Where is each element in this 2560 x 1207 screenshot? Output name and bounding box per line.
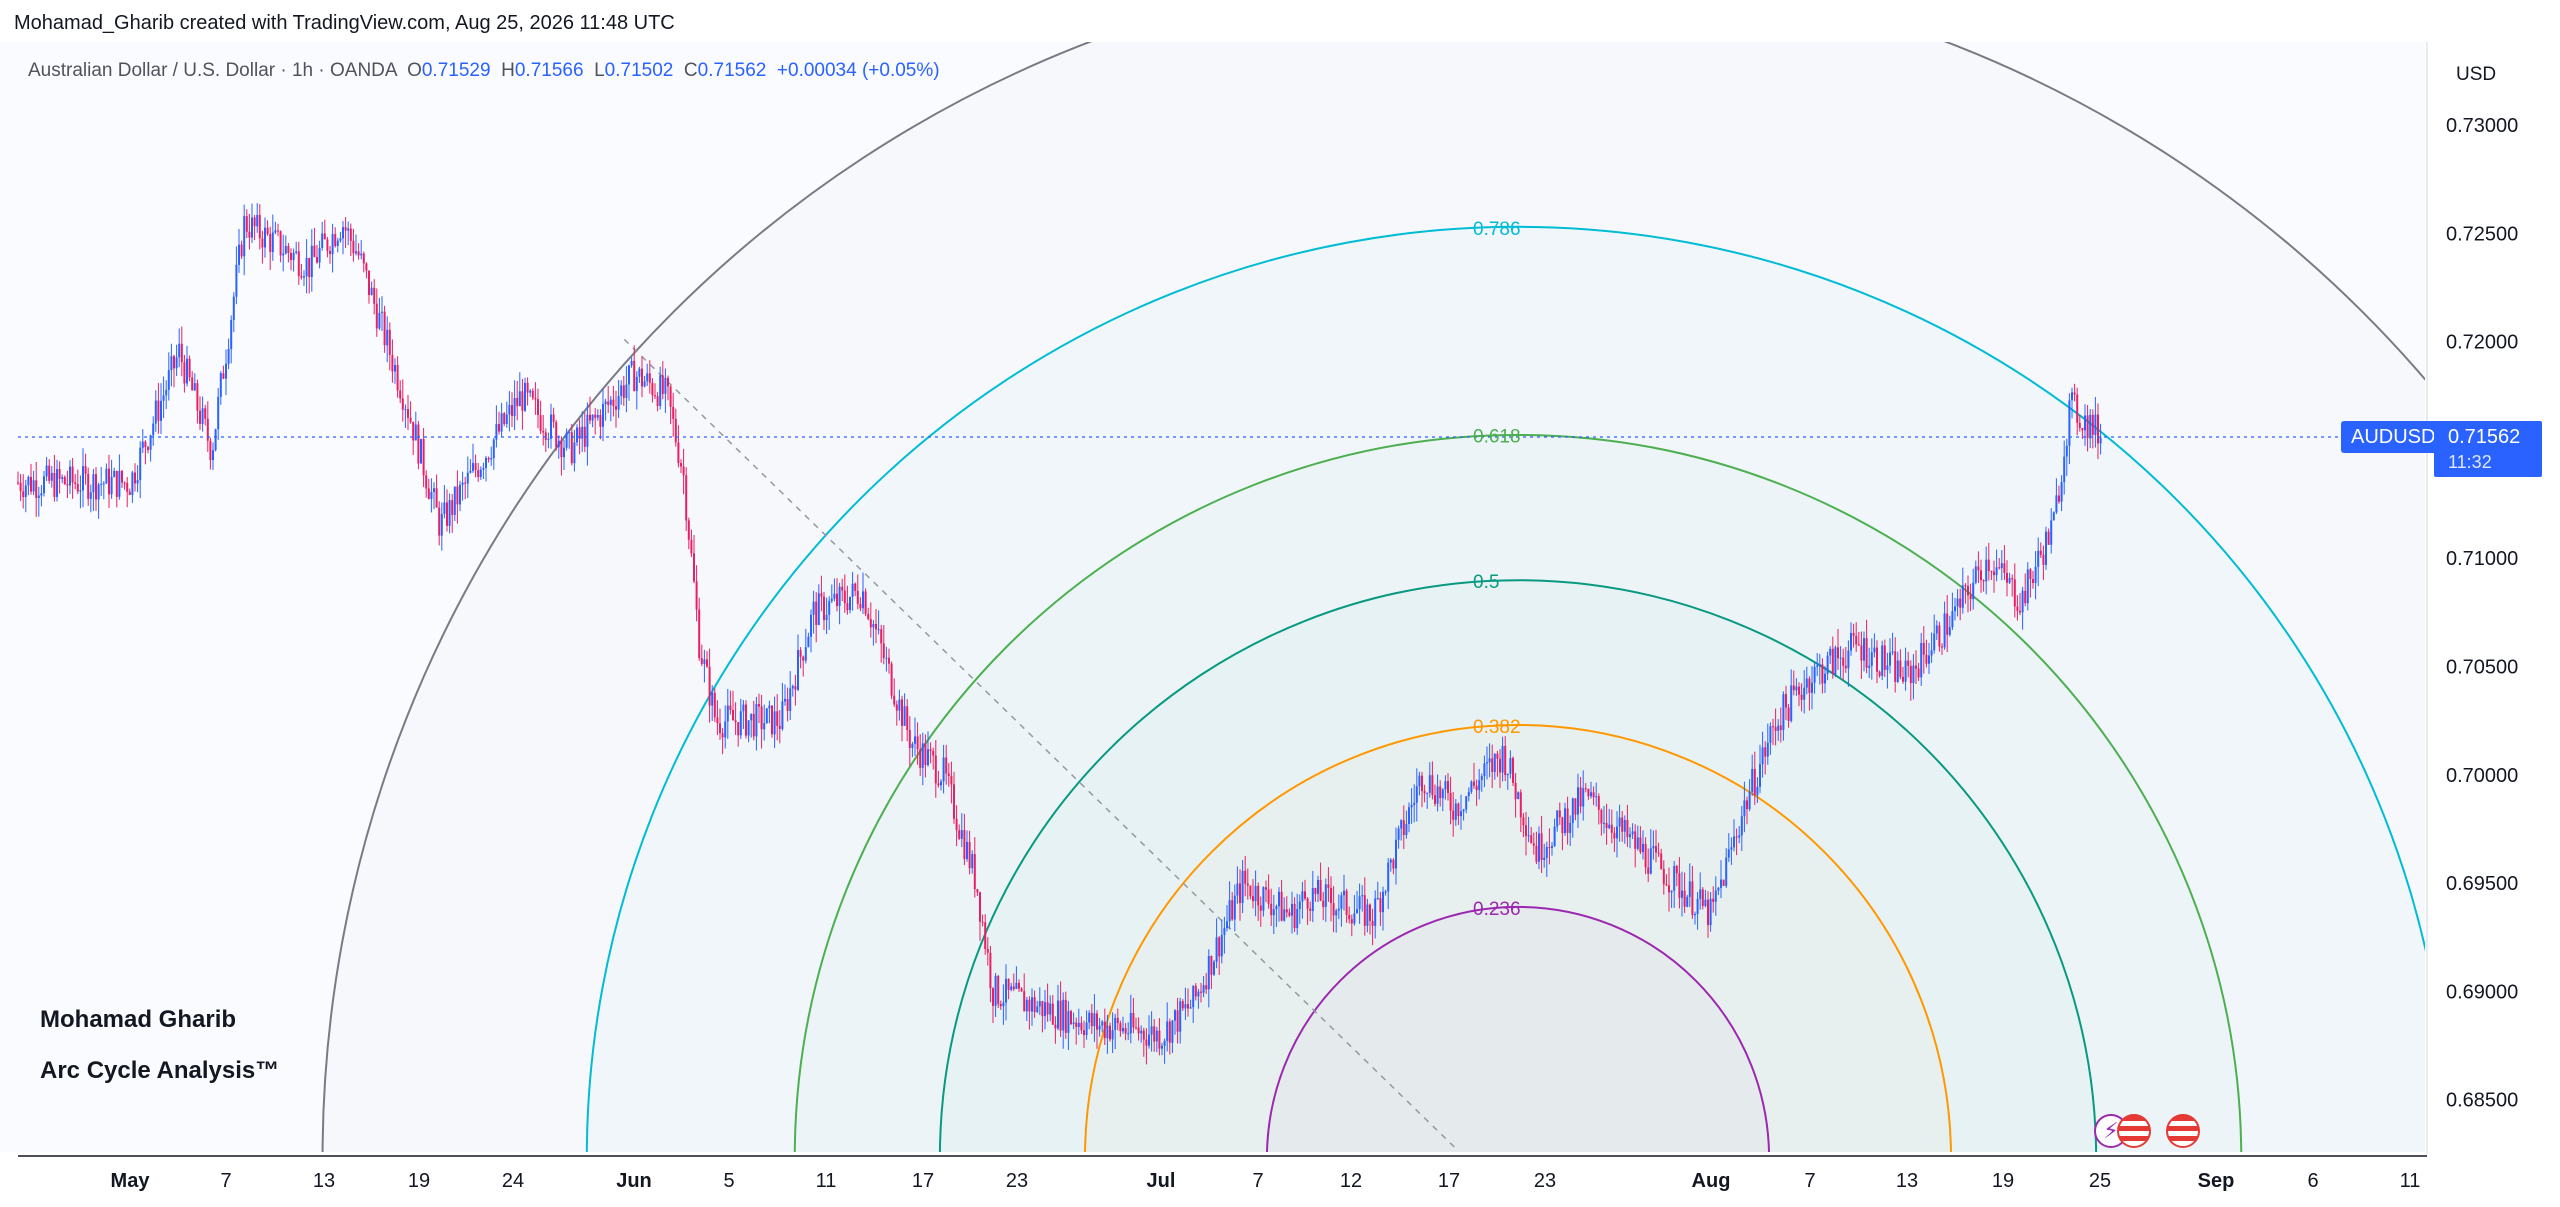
- time-tick-label: 17: [912, 1170, 934, 1192]
- open-value: 0.71529: [421, 60, 491, 81]
- time-tick-label: 23: [1534, 1170, 1556, 1192]
- change-value: +0.00034 (+0.05%): [776, 60, 940, 81]
- time-tick-label: 17: [1438, 1170, 1460, 1192]
- bar-countdown: 11:32: [2448, 452, 2492, 472]
- open-label: O: [407, 60, 422, 81]
- low-value: 0.71502: [604, 60, 674, 81]
- time-tick-label: 6: [2307, 1170, 2318, 1192]
- time-tick-label: Jul: [1147, 1170, 1176, 1192]
- close-label: C: [683, 60, 698, 81]
- time-tick-label: 7: [1252, 1170, 1263, 1192]
- candles: [17, 203, 2102, 1065]
- time-tick-label: 5: [723, 1170, 734, 1192]
- fib-arc-0-382[interactable]: [1084, 724, 1952, 1158]
- price-tick-label: 0.70000: [2446, 765, 2518, 787]
- fib-arc-0-618[interactable]: [793, 434, 2243, 1158]
- low-label: L: [594, 60, 605, 81]
- high-value: 0.71566: [514, 60, 584, 81]
- time-tick-label: 19: [1992, 1170, 2014, 1192]
- fib-arc-1[interactable]: [321, 0, 2560, 1158]
- fib-arc-label: 0.618: [1473, 427, 1521, 448]
- fib-arc-0-5[interactable]: [938, 578, 2098, 1158]
- time-scale[interactable]: May 7 13 19 24 Jun 5 11 17 23 Jul 7 12 17 23 Aug 7 13 19 25…: [111, 1170, 2421, 1192]
- price-tick-label: 0.71000: [2446, 548, 2518, 570]
- time-tick-label: Sep: [2198, 1170, 2235, 1192]
- fib-arc-0-786[interactable]: [585, 225, 2449, 1158]
- fib-arc-labels: 0.236 0.382 0.5 0.618 0.786: [1473, 219, 1521, 920]
- time-tick-label: Aug: [1692, 1170, 1731, 1192]
- fib-arc-label: 0.382: [1473, 717, 1521, 738]
- time-tick-label: 11: [2400, 1170, 2421, 1192]
- price-tick-label: 0.73000: [2446, 115, 2518, 137]
- chart-credit: Mohamad_Gharib created with TradingView.…: [14, 12, 675, 34]
- time-tick-label: May: [111, 1170, 151, 1192]
- fib-trend-line[interactable]: [623, 338, 1456, 1148]
- time-tick-label: 7: [220, 1170, 231, 1192]
- price-tick-label: 0.72500: [2446, 223, 2518, 245]
- trend-line[interactable]: [623, 338, 1456, 1148]
- fib-arcs[interactable]: [0, 0, 2560, 1158]
- fib-arc-label: 0.5: [1473, 572, 1499, 593]
- symbol-legend: Australian Dollar / U.S. Dollar · 1h · O…: [28, 60, 940, 82]
- fib-arc-label: 0.236: [1473, 899, 1521, 920]
- time-tick-label: 7: [1804, 1170, 1815, 1192]
- high-label: H: [501, 60, 515, 81]
- time-tick-label: 19: [408, 1170, 430, 1192]
- price-tick-label: 0.72000: [2446, 332, 2518, 354]
- price-tick-label: 0.70500: [2446, 657, 2518, 679]
- fib-arc-label: 0.786: [1473, 219, 1521, 240]
- close-value: 0.71562: [697, 60, 767, 81]
- symbol-description: Australian Dollar / U.S. Dollar · 1h · O…: [28, 60, 397, 81]
- time-tick-label: 13: [1896, 1170, 1918, 1192]
- price-tick-label: 0.68500: [2446, 1090, 2518, 1112]
- us-flag-icon[interactable]: [2166, 1114, 2200, 1148]
- time-tick-label: 25: [2089, 1170, 2111, 1192]
- time-tick-label: 12: [1340, 1170, 1362, 1192]
- brand-title: Arc Cycle Analysis™: [40, 1057, 280, 1084]
- time-tick-label: Jun: [616, 1170, 652, 1192]
- price-tick-label: 0.69500: [2446, 873, 2518, 895]
- fib-arc-fills: [0, 0, 2560, 1158]
- us-flag-icon[interactable]: [2117, 1114, 2151, 1148]
- price-tick-label: 0.69000: [2446, 981, 2518, 1003]
- time-tick-label: 23: [1006, 1170, 1028, 1192]
- price-scale[interactable]: 0.730000.725000.720000.715000.710000.705…: [2446, 115, 2518, 1112]
- time-tick-label: 13: [313, 1170, 335, 1192]
- event-lightning-icon[interactable]: ⚡: [2094, 1114, 2128, 1148]
- time-tick-label: 11: [816, 1170, 837, 1192]
- time-tick-label: 24: [502, 1170, 524, 1192]
- symbol-price-tag: AUDUSD: [2341, 421, 2446, 453]
- current-price-box: 0.71562 11:32: [2434, 421, 2542, 477]
- currency-label[interactable]: USD: [2456, 64, 2497, 85]
- brand-author: Mohamad Gharib: [40, 1006, 237, 1033]
- current-price-value: 0.71562: [2448, 426, 2521, 448]
